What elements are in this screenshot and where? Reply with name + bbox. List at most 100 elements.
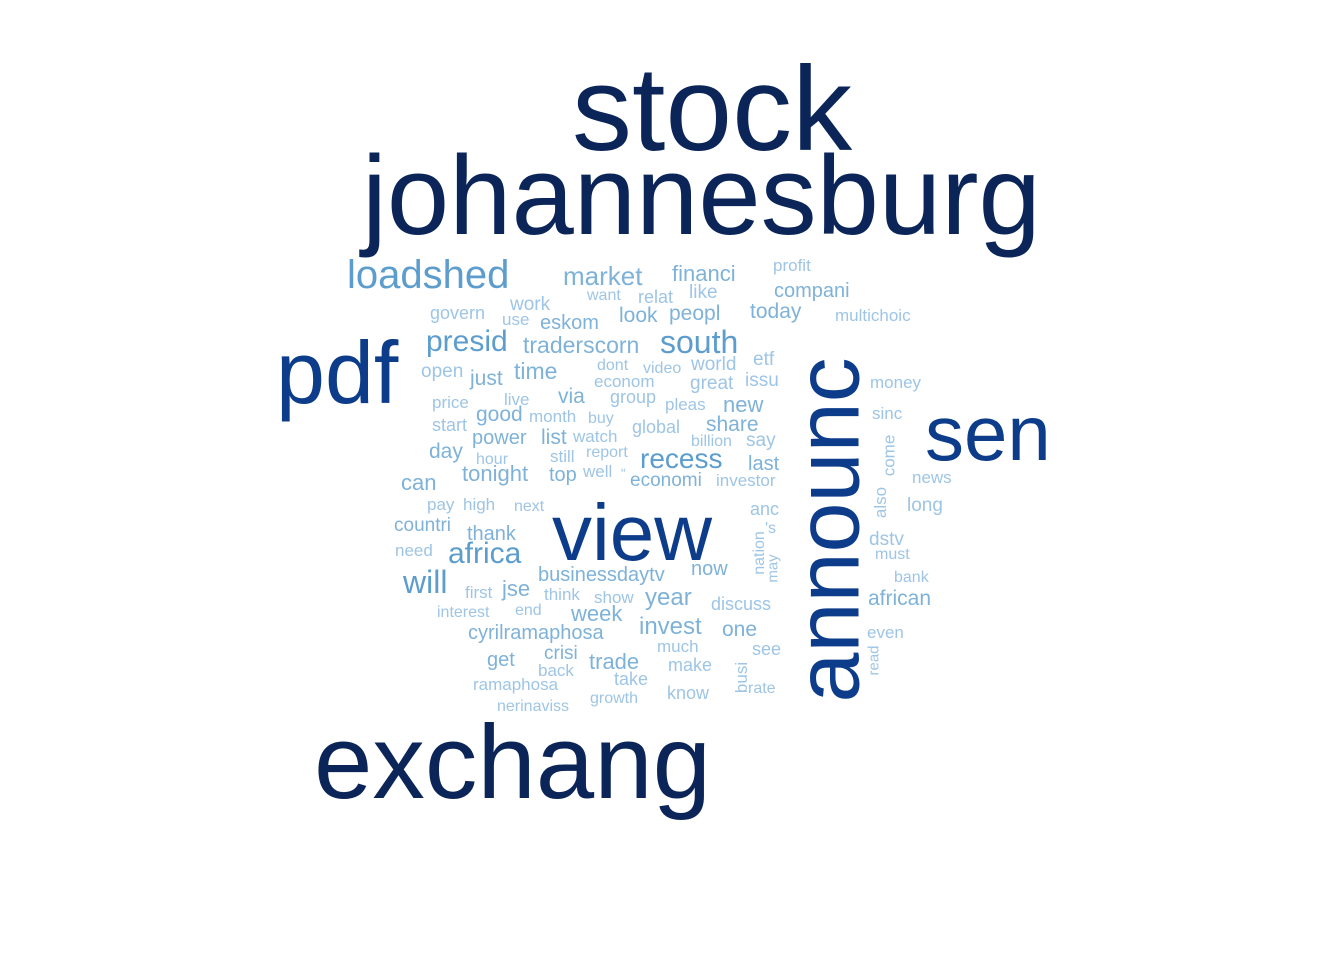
cloud-word: johannesburg — [362, 133, 1041, 259]
cloud-word: market — [563, 260, 643, 291]
cloud-word: thank — [467, 522, 516, 545]
cloud-word: countri — [394, 515, 452, 537]
cloud-word: just — [470, 366, 503, 390]
cloud-word: dont — [597, 356, 629, 374]
cloud-word: watch — [573, 427, 618, 447]
cloud-word: look — [619, 303, 658, 327]
cloud-word: billion — [691, 432, 732, 450]
cloud-word: high — [463, 495, 496, 515]
cloud-word: report — [586, 443, 628, 461]
cloud-word: great — [690, 373, 734, 395]
cloud-word: announc — [778, 357, 879, 703]
cloud-word: can — [401, 469, 437, 495]
cloud-word: presid — [426, 325, 508, 359]
cloud-word: price — [432, 393, 469, 413]
cloud-word: buy — [588, 409, 614, 427]
cloud-word: top — [549, 463, 577, 486]
cloud-word: start — [432, 415, 468, 436]
cloud-word: tonight — [462, 460, 529, 486]
cloud-word: pay — [427, 495, 455, 515]
cloud-word: end — [515, 601, 542, 619]
cloud-word: trade — [589, 648, 640, 674]
cloud-word: last — [748, 452, 780, 475]
cloud-word: read — [865, 644, 883, 676]
cloud-word: financi — [672, 260, 736, 286]
cloud-word: first — [465, 583, 493, 603]
cloud-word: govern — [430, 303, 486, 324]
cloud-word: invest — [639, 613, 702, 641]
cloud-word: even — [867, 623, 904, 643]
cloud-word: much — [657, 637, 699, 657]
cloud-word: today — [750, 299, 802, 323]
cloud-word: interest — [437, 603, 490, 621]
cloud-word: power — [472, 426, 527, 449]
cloud-word: also — [870, 486, 890, 518]
cloud-word: nerinaviss — [497, 697, 570, 715]
cloud-word: profit — [773, 256, 811, 276]
cloud-word: make — [668, 655, 713, 676]
cloud-word: world — [691, 354, 737, 376]
cloud-word: still — [550, 447, 575, 467]
cloud-word: use — [502, 310, 530, 330]
cloud-word: get — [487, 648, 515, 671]
cloud-word: growth — [590, 689, 639, 707]
cloud-word: peopl — [669, 301, 721, 325]
cloud-word: view — [552, 488, 713, 578]
cloud-word: via — [558, 384, 585, 408]
cloud-word: rate — [748, 679, 776, 697]
cloud-word: global — [632, 417, 681, 438]
cloud-word: now — [691, 557, 728, 580]
cloud-word: crisi — [544, 643, 578, 665]
cloud-word: south — [660, 323, 739, 360]
cloud-word: sen — [925, 389, 1051, 478]
cloud-word: next — [514, 497, 545, 515]
cloud-word: bank — [894, 568, 929, 586]
cloud-word: discuss — [711, 594, 772, 615]
cloud-word: must — [875, 545, 910, 563]
cloud-word: traderscorn — [523, 332, 640, 359]
cloud-word: show — [594, 588, 634, 608]
cloud-word: african — [868, 586, 932, 610]
cloud-word: share — [706, 412, 759, 436]
cloud-word: well — [583, 462, 613, 482]
cloud-word: news — [912, 468, 952, 488]
cloud-word: relat — [638, 287, 674, 308]
cloud-word: issu — [745, 370, 779, 392]
cloud-word: jse — [502, 575, 531, 601]
cloud-word: money — [870, 373, 922, 393]
cloud-word: ramaphosa — [473, 675, 559, 695]
cloud-word: loadshed — [347, 253, 510, 298]
cloud-word: week — [571, 600, 623, 626]
cloud-word: group — [610, 387, 657, 408]
cloud-word: need — [395, 541, 433, 561]
cloud-word: live — [504, 390, 530, 410]
cloud-word: compani — [774, 279, 850, 302]
cloud-word: pleas — [665, 395, 706, 415]
cloud-word: time — [514, 358, 558, 385]
cloud-word: want — [587, 286, 621, 304]
cloud-word: 's — [765, 519, 777, 537]
cloud-word: new — [723, 391, 764, 417]
cloud-word: video — [643, 359, 682, 377]
cloud-word: work — [510, 294, 551, 316]
cloud-word: africa — [448, 537, 522, 571]
cloud-word: list — [541, 425, 567, 449]
cloud-word: like — [689, 282, 718, 304]
cloud-word: hour — [476, 450, 509, 468]
cloud-word: cyrilramaphosa — [468, 621, 604, 644]
cloud-word: economi — [630, 470, 702, 492]
cloud-word: pdf — [276, 322, 399, 422]
cloud-word: come — [879, 434, 899, 476]
cloud-word: think — [544, 585, 580, 605]
cloud-word: take — [614, 669, 649, 690]
cloud-word: businessdaytv — [538, 563, 665, 586]
cloud-word: month — [529, 407, 577, 427]
cloud-word: “ — [621, 464, 626, 481]
cloud-word: stock — [572, 41, 853, 176]
cloud-word: see — [752, 639, 782, 660]
cloud-word: exchang — [314, 703, 711, 821]
cloud-word: multichoic — [835, 306, 911, 326]
cloud-word: recess — [640, 443, 723, 475]
cloud-word: know — [667, 683, 710, 704]
